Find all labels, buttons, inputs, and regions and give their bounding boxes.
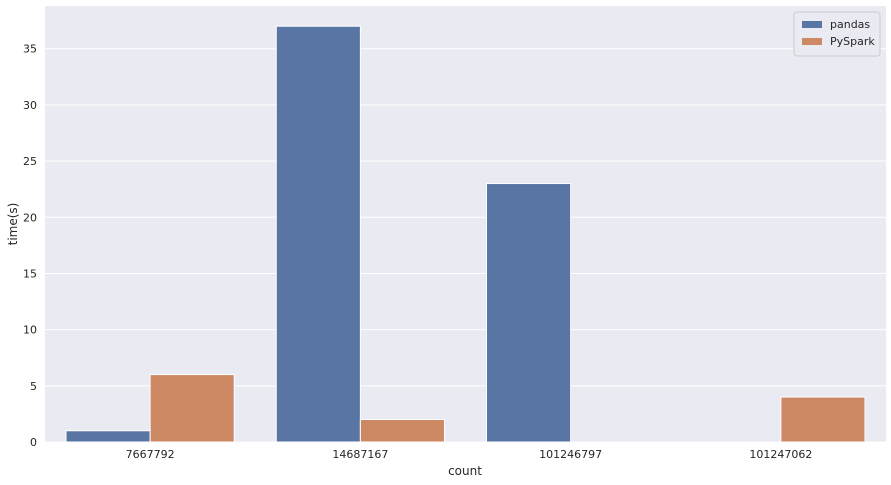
- y-axis-label: time(s): [6, 203, 20, 246]
- x-tick-label: 101247062: [749, 448, 812, 461]
- bars: [65, 25, 866, 443]
- y-tick-label: 30: [23, 99, 37, 112]
- x-tick-label: 7667792: [126, 448, 175, 461]
- y-tick-label: 20: [23, 211, 37, 224]
- bar-pyspark-101247062: [780, 396, 866, 443]
- y-tick-label: 35: [23, 43, 37, 56]
- legend: pandas PySpark: [793, 11, 881, 57]
- y-tick-label: 15: [23, 267, 37, 280]
- y-tick-label: 0: [30, 436, 37, 449]
- bar-pyspark-7667792: [149, 374, 235, 443]
- y-tick-label: 25: [23, 155, 37, 168]
- legend-swatch: [802, 21, 822, 28]
- legend-label: PySpark: [830, 35, 875, 48]
- legend-swatch: [802, 38, 822, 45]
- legend-label: pandas: [830, 18, 870, 31]
- y-tick-label: 10: [23, 324, 37, 337]
- bar-pyspark-14687167: [359, 419, 445, 443]
- x-tick-label: 101246797: [539, 448, 602, 461]
- y-tick-label: 5: [30, 380, 37, 393]
- y-axis-ticks: 0 5 10 15 20 25 30 35: [23, 43, 37, 449]
- x-axis-label: count: [448, 464, 482, 478]
- bar-pandas-14687167: [275, 25, 361, 443]
- x-axis-ticks: 7667792 14687167 101246797 101247062: [126, 448, 813, 461]
- x-tick-label: 14687167: [332, 448, 388, 461]
- bar-pandas-7667792: [65, 430, 151, 443]
- bar-pandas-101246797: [486, 183, 572, 443]
- plot-background: [45, 6, 886, 442]
